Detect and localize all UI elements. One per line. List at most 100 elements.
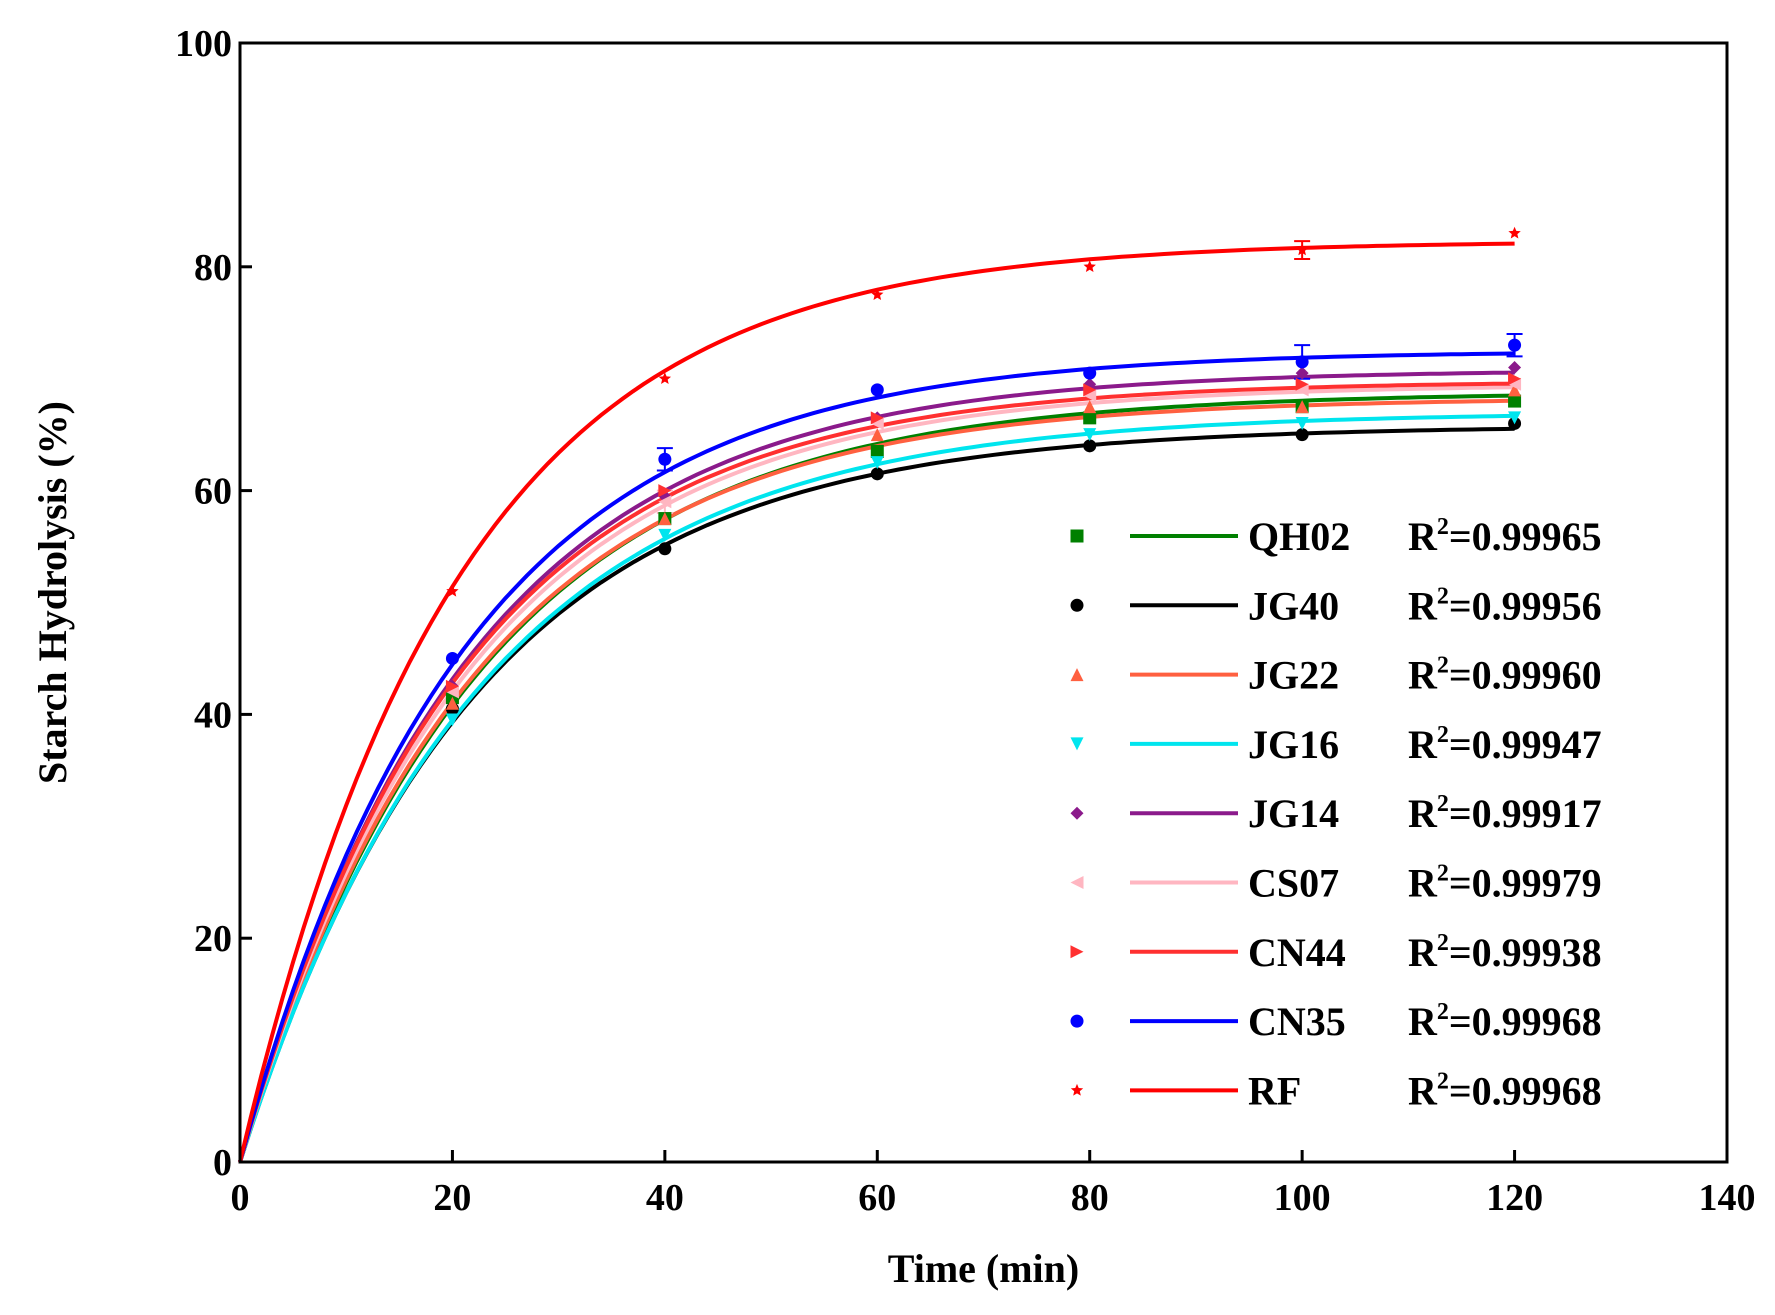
y-tick-label: 20 <box>194 918 232 960</box>
point-cs07 <box>658 495 672 509</box>
point-cn35 <box>445 651 459 665</box>
y-tick-label: 40 <box>194 694 232 736</box>
legend-item-cn44: CN44 R2=0.99938 <box>1070 930 1602 975</box>
legend-r2: R2=0.99960 <box>1408 653 1602 698</box>
fit-line-qh02 <box>238 393 1515 1163</box>
legend-label: RF <box>1248 1068 1301 1113</box>
point-rf <box>658 372 672 384</box>
point-rf <box>1508 226 1521 239</box>
legend-item-qh02: QH02 R2=0.99965 <box>1070 514 1602 559</box>
point-qh02 <box>870 444 884 458</box>
legend-marker <box>1070 1014 1084 1028</box>
data-markers <box>445 226 1522 727</box>
legend-r2: R2=0.99968 <box>1408 999 1602 1044</box>
point-jg40 <box>870 467 884 481</box>
x-tick-label: 0 <box>231 1177 250 1219</box>
point-jg16 <box>870 456 884 470</box>
legend-label: JG14 <box>1248 791 1339 836</box>
legend-r2: R2=0.99938 <box>1408 930 1602 975</box>
legend-marker <box>1070 529 1084 543</box>
fit-line-cs07 <box>238 385 1515 1163</box>
point-cs07 <box>445 685 459 699</box>
legend-r2: R2=0.99968 <box>1408 1068 1602 1113</box>
legend-label: CN44 <box>1248 930 1346 975</box>
x-tick-label: 140 <box>1699 1177 1756 1219</box>
y-tick-label: 100 <box>175 23 232 65</box>
legend-marker <box>1070 806 1084 820</box>
legend: QH02 R2=0.99965 JG40 R2=0.99956 JG22 R2=0.999… <box>1070 514 1602 1113</box>
point-cn44 <box>1508 372 1522 386</box>
point-cn35 <box>1508 338 1522 352</box>
point-rf <box>871 288 884 301</box>
x-tick-label: 120 <box>1486 1177 1543 1219</box>
fit-line-cn44 <box>238 381 1515 1163</box>
point-jg40 <box>658 542 672 556</box>
x-tick-label: 100 <box>1274 1177 1331 1219</box>
legend-marker <box>1070 737 1084 751</box>
x-axis-ticks: 0 20 40 60 80 100 120 140 <box>231 1150 1756 1219</box>
legend-label: CS07 <box>1248 861 1339 906</box>
x-tick-label: 80 <box>1071 1177 1109 1219</box>
point-qh02 <box>1508 394 1522 408</box>
point-jg16 <box>445 713 459 727</box>
point-jg16 <box>1508 411 1522 425</box>
x-tick-label: 40 <box>646 1177 684 1219</box>
point-jg14 <box>1295 366 1309 380</box>
legend-marker <box>1070 598 1084 612</box>
point-jg14 <box>1508 361 1522 375</box>
point-rf <box>446 584 459 597</box>
legend-item-cn35: CN35 R2=0.99968 <box>1070 999 1602 1044</box>
point-jg22 <box>1295 400 1309 414</box>
y-axis-ticks: 0 20 40 60 80 100 <box>175 23 252 1184</box>
point-jg16 <box>658 528 672 542</box>
point-cn44 <box>658 484 672 498</box>
y-tick-label: 80 <box>194 247 232 289</box>
legend-marker <box>1070 876 1084 889</box>
point-cn44 <box>1295 377 1309 391</box>
legend-label: JG22 <box>1248 653 1339 698</box>
point-rf <box>1295 243 1309 256</box>
legend-r2: R2=0.99956 <box>1408 583 1602 628</box>
legend-item-rf: RF R2=0.99968 <box>1070 1068 1602 1113</box>
legend-marker <box>1070 668 1084 682</box>
point-cn44 <box>445 679 459 693</box>
legend-item-cs07: CS07 R2=0.99979 <box>1070 861 1602 906</box>
legend-item-jg22: JG22 R2=0.99960 <box>1070 653 1602 698</box>
legend-item-jg16: JG16 R2=0.99947 <box>1070 722 1602 767</box>
legend-label: QH02 <box>1248 514 1350 559</box>
point-jg16 <box>1295 416 1309 430</box>
point-qh02 <box>1083 411 1097 425</box>
point-cs07 <box>1295 383 1309 397</box>
point-jg22 <box>1508 383 1522 397</box>
legend-label: JG16 <box>1248 722 1339 767</box>
legend-marker <box>1070 1083 1084 1096</box>
legend-marker <box>1070 945 1084 959</box>
x-tick-label: 60 <box>858 1177 896 1219</box>
plot-frame <box>238 41 1729 1164</box>
point-rf <box>1083 260 1096 273</box>
y-tick-label: 60 <box>194 471 232 513</box>
x-axis-title: Time (min) <box>888 1246 1079 1291</box>
legend-r2: R2=0.99965 <box>1408 514 1602 559</box>
point-jg16 <box>1083 428 1097 442</box>
legend-item-jg40: JG40 R2=0.99956 <box>1070 583 1602 628</box>
point-cs07 <box>1508 377 1522 391</box>
legend-label: JG40 <box>1248 583 1339 628</box>
point-jg22 <box>1083 400 1097 414</box>
point-cs07 <box>870 416 884 430</box>
legend-r2: R2=0.99917 <box>1408 791 1602 836</box>
legend-r2: R2=0.99947 <box>1408 722 1602 767</box>
legend-r2: R2=0.99979 <box>1408 861 1602 906</box>
y-tick-label: 0 <box>213 1142 232 1184</box>
point-cs07 <box>1083 388 1097 402</box>
x-tick-label: 20 <box>433 1177 471 1219</box>
legend-label: CN35 <box>1248 999 1346 1044</box>
point-jg22 <box>445 696 459 710</box>
point-cn44 <box>1083 383 1097 397</box>
point-jg40 <box>1295 428 1309 442</box>
legend-item-jg14: JG14 R2=0.99917 <box>1070 791 1602 836</box>
point-cn35 <box>1083 366 1097 380</box>
point-cn35 <box>658 452 672 466</box>
point-cn44 <box>870 411 884 425</box>
